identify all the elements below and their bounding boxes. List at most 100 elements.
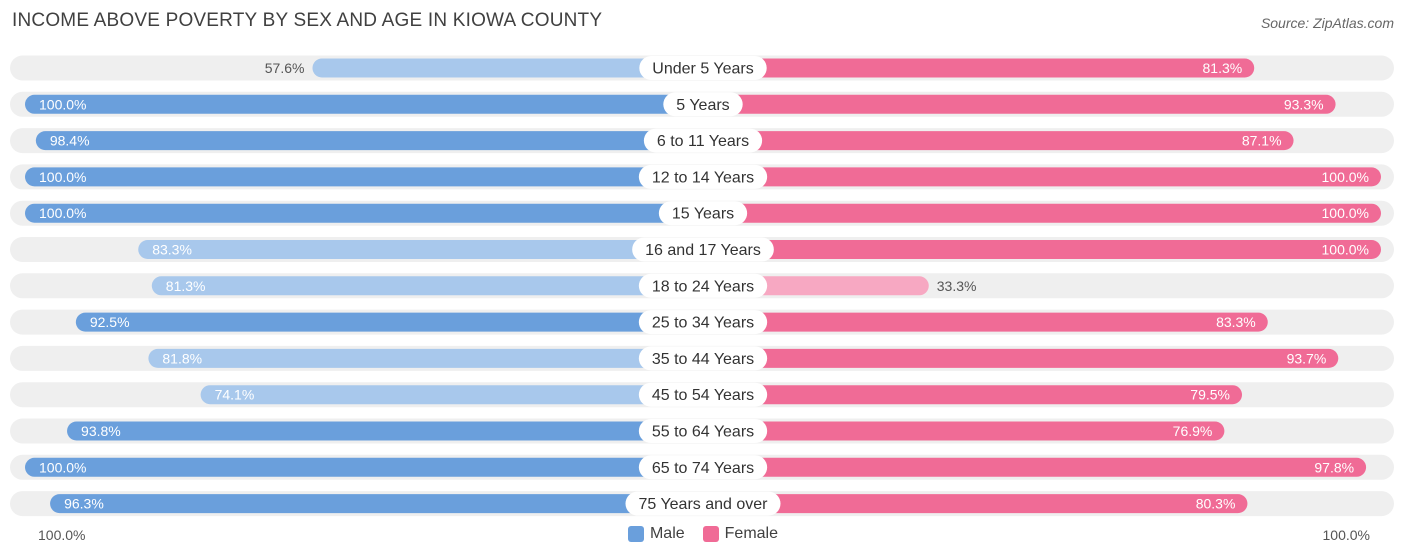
bar-row: 96.3% 80.3% 75 Years and over <box>10 491 1394 517</box>
female-value-label: 93.7% <box>1287 350 1327 366</box>
female-bar <box>703 167 1381 187</box>
female-bar <box>703 457 1367 477</box>
category-label: 65 to 74 Years <box>652 460 754 477</box>
category-label: 75 Years and over <box>639 496 769 513</box>
female-value-label: 93.3% <box>1284 96 1324 112</box>
female-value-label: 100.0% <box>1322 205 1369 221</box>
bar-row: 74.1% 79.5% 45 to 54 Years <box>10 382 1394 408</box>
male-bar <box>25 94 703 114</box>
bar-row: 100.0% 97.8% 65 to 74 Years <box>10 454 1394 480</box>
category-pill <box>643 128 763 153</box>
male-bar <box>151 276 703 296</box>
male-value-label: 100.0% <box>39 459 86 475</box>
male-value-label: 92.5% <box>90 314 130 330</box>
category-pill <box>638 346 768 371</box>
category-label: 45 to 54 Years <box>652 387 754 404</box>
male-bar <box>50 494 703 514</box>
male-bar <box>138 240 703 259</box>
category-pill <box>639 56 767 80</box>
category-label: 15 Years <box>672 206 734 223</box>
male-bar <box>35 131 703 151</box>
category-pill <box>632 237 774 262</box>
category-pill <box>638 455 768 480</box>
male-bar <box>25 167 703 187</box>
bar-row: 81.8% 93.7% 35 to 44 Years <box>10 345 1394 371</box>
bar-row: 81.3% 33.3% 18 to 24 Years <box>10 273 1394 299</box>
male-bar <box>67 421 703 441</box>
bar-row: 92.5% 83.3% 25 to 34 Years <box>10 309 1394 335</box>
category-label: 35 to 44 Years <box>652 351 754 368</box>
legend-item-male: Male <box>627 525 685 543</box>
bar-row: 100.0% 100.0% 12 to 14 Years <box>10 164 1394 190</box>
female-bar <box>703 494 1248 514</box>
category-pill <box>658 201 748 226</box>
category-pill <box>625 491 781 516</box>
chart-title: INCOME ABOVE POVERTY BY SEX AND AGE IN K… <box>12 10 603 31</box>
female-value-label: 83.3% <box>1216 314 1256 330</box>
male-value-label: 100.0% <box>39 96 86 112</box>
category-label: 18 to 24 Years <box>652 278 754 295</box>
male-bar <box>200 385 704 405</box>
female-bar <box>703 94 1336 114</box>
bar-row: 93.8% 76.9% 55 to 64 Years <box>10 418 1394 444</box>
female-value-label: 76.9% <box>1173 423 1213 439</box>
legend: Male Female <box>0 525 1406 543</box>
female-value-label: 81.3% <box>1203 60 1243 76</box>
category-pill <box>638 419 768 443</box>
female-bar <box>703 131 1294 151</box>
category-label: 12 to 14 Years <box>652 169 754 186</box>
male-value-label: 57.6% <box>265 60 305 76</box>
bar-row: 83.3% 100.0% 16 and 17 Years <box>10 237 1394 262</box>
legend-label-male: Male <box>649 525 685 542</box>
female-value-label: 33.3% <box>937 278 977 294</box>
female-value-label: 80.3% <box>1196 496 1236 512</box>
male-value-label: 83.3% <box>152 242 192 258</box>
female-value-label: 100.0% <box>1322 169 1369 185</box>
category-pill <box>638 273 768 298</box>
male-bar <box>75 312 704 332</box>
bar-row: 100.0% 100.0% 15 Years <box>10 200 1394 226</box>
category-pill <box>638 382 768 407</box>
male-value-label: 98.4% <box>50 133 90 149</box>
category-label: 25 to 34 Years <box>652 315 754 332</box>
bar-row: 100.0% 93.3% 5 Years <box>10 91 1394 117</box>
female-value-label: 87.1% <box>1242 133 1282 149</box>
chart-svg: 57.6% 81.3% Under 5 Years 100.0% 93.3% 5 Year… <box>10 55 1394 517</box>
bar-row: 57.6% 81.3% Under 5 Years <box>10 55 1394 81</box>
male-bar <box>25 203 703 223</box>
axis-label-left: 100.0% <box>38 527 86 543</box>
category-label: 6 to 11 Years <box>657 133 749 150</box>
source-credit: Source: ZipAtlas.com <box>1260 15 1394 31</box>
male-bar <box>312 58 703 78</box>
category-label: 5 Years <box>676 97 729 114</box>
category-pill <box>663 92 743 117</box>
male-value-label: 81.3% <box>166 278 206 294</box>
bar-row: 98.4% 87.1% 6 to 11 Years <box>10 128 1394 154</box>
female-bar <box>703 203 1381 223</box>
female-bar <box>703 385 1243 405</box>
male-value-label: 100.0% <box>39 169 86 185</box>
male-bar <box>25 457 703 477</box>
legend-item-female: Female <box>702 525 779 543</box>
female-bar <box>703 58 1255 78</box>
female-bar <box>703 240 1381 259</box>
legend-swatch-female <box>702 526 719 542</box>
male-value-label: 74.1% <box>215 387 255 403</box>
category-pill <box>638 164 768 189</box>
female-bar <box>703 312 1268 332</box>
category-pill <box>638 310 768 335</box>
male-value-label: 96.3% <box>64 496 104 512</box>
male-bar <box>148 348 703 368</box>
female-bar <box>703 421 1225 441</box>
category-label: Under 5 Years <box>652 61 753 78</box>
axis-label-right: 100.0% <box>1322 527 1370 543</box>
category-label: 16 and 17 Years <box>645 242 761 259</box>
male-value-label: 81.8% <box>162 350 202 366</box>
male-value-label: 93.8% <box>81 423 121 439</box>
legend-label-female: Female <box>724 525 779 542</box>
category-label: 55 to 64 Years <box>652 424 754 441</box>
female-value-label: 79.5% <box>1190 387 1230 403</box>
female-bar <box>703 348 1339 368</box>
female-value-label: 100.0% <box>1322 242 1369 258</box>
female-value-label: 97.8% <box>1314 459 1354 475</box>
